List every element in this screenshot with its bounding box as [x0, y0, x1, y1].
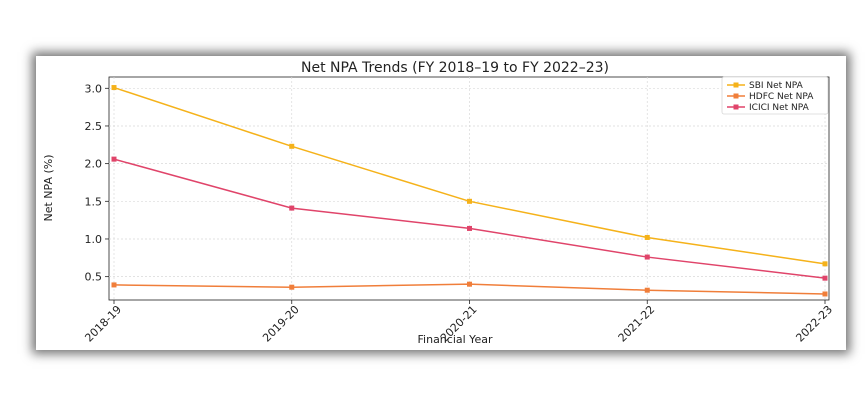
line-chart: Net NPA Trends (FY 2018–19 to FY 2022–23… [42, 60, 835, 346]
x-tick-label: 2018-19 [82, 303, 124, 345]
data-point-marker [822, 291, 828, 297]
data-point-marker [822, 275, 828, 281]
x-axis-label: Financial Year [418, 333, 493, 346]
legend-box [721, 76, 829, 115]
y-tick-label: 1.5 [85, 195, 103, 208]
legend-marker [733, 93, 739, 99]
data-point-marker [467, 225, 472, 231]
data-point-marker [289, 284, 295, 290]
data-point-marker [822, 261, 828, 267]
legend-label: HDFC Net NPA [749, 92, 814, 102]
data-point-marker [111, 282, 117, 288]
y-tick-label: 2.5 [85, 120, 103, 133]
x-tick-label: 2021-22 [616, 303, 658, 345]
y-tick-label: 0.5 [85, 271, 103, 284]
data-point-marker [289, 205, 295, 211]
data-point-marker [644, 287, 650, 293]
chart-title: Net NPA Trends (FY 2018–19 to FY 2022–23… [301, 60, 609, 76]
data-point-marker [467, 281, 472, 287]
data-point-marker [289, 143, 295, 149]
plot-area-frame [108, 76, 830, 301]
legend-marker [733, 82, 739, 88]
legend-label: ICICI Net NPA [749, 103, 810, 113]
y-tick-label: 2.0 [85, 158, 103, 171]
data-point-marker [111, 85, 117, 91]
series-lines [111, 85, 828, 297]
legend-marker [733, 104, 739, 110]
legend-label: SBI Net NPA [749, 81, 804, 91]
x-tick-label: 2019-20 [260, 303, 302, 345]
data-point-marker [111, 156, 117, 162]
y-tick-label: 3.0 [85, 82, 103, 95]
y-axis-label: Net NPA (%) [42, 154, 55, 221]
data-point-marker [644, 254, 650, 260]
y-tick-label: 1.0 [85, 233, 103, 246]
x-tick-label: 2022-23 [793, 303, 835, 345]
data-point-marker [644, 234, 650, 240]
chart-figure: Net NPA Trends (FY 2018–19 to FY 2022–23… [36, 56, 846, 350]
data-point-marker [467, 198, 472, 204]
